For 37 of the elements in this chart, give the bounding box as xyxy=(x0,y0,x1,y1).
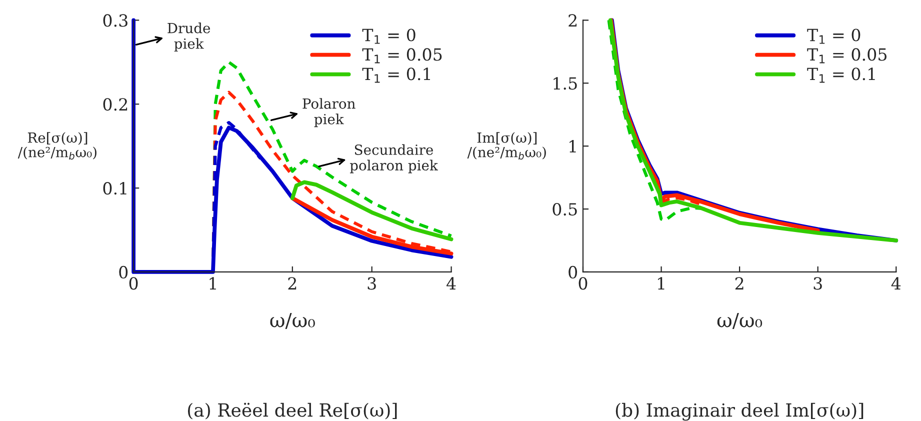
x-axis-title: ω/ω₀ xyxy=(717,313,762,329)
x-tick-label: 0 xyxy=(578,277,588,290)
annotation: Secundaire polaron piek xyxy=(350,144,438,174)
x-tick-label: 0 xyxy=(129,277,138,290)
y-tick-label: 1.5 xyxy=(554,77,577,90)
x-tick-label: 1 xyxy=(658,277,664,290)
x-tick-label: 2 xyxy=(735,277,744,290)
x-tick-label: 1 xyxy=(210,277,216,290)
legend-label: T$_{1}$ = 0.1 xyxy=(362,68,430,83)
line-series xyxy=(290,180,454,242)
annotation: Drude piek xyxy=(168,22,210,52)
legend-label: T$_{1}$ = 0.1 xyxy=(807,68,875,83)
y-axis-title: Re[σ(ω)] /(ne²/m$_{b}$ω₀) xyxy=(18,132,96,160)
x-tick-label: 4 xyxy=(891,277,901,290)
x-tick-label: 3 xyxy=(368,277,376,290)
y-tick-label: 0.1 xyxy=(103,182,126,195)
y-tick-label: 0 xyxy=(119,266,128,279)
x-axis-title: ω/ω₀ xyxy=(270,313,315,329)
x-tick-label: 2 xyxy=(288,277,296,290)
x-tick-label: 3 xyxy=(814,277,822,290)
annotation: Polaron piek xyxy=(302,98,356,128)
y-tick-label: 0.3 xyxy=(103,14,128,27)
text: (b) Imaginair deel Im[σ(ω)] xyxy=(616,402,864,421)
y-tick-label: 0.5 xyxy=(552,202,577,216)
y-axis-title: Im[σ(ω)] /(ne²/m$_{b}$ω₀) xyxy=(467,132,546,160)
text: (a) Reëel deel Re[σ(ω)] xyxy=(188,402,397,420)
line-series xyxy=(132,18,454,274)
y-tick-label: 1 xyxy=(570,140,576,152)
y-tick-label: 0 xyxy=(568,266,578,279)
x-tick-label: 4 xyxy=(446,277,456,290)
y-tick-label: 2 xyxy=(568,14,576,27)
y-tick-label: 0.2 xyxy=(103,98,128,111)
line-series xyxy=(660,196,702,206)
legend-label: T$_{1}$ = 0 xyxy=(807,28,860,44)
legend-label: T$_{1}$ = 0.05 xyxy=(362,48,442,64)
legend-label: T$_{1}$ = 0 xyxy=(362,28,416,44)
legend-label: T$_{1}$ = 0.05 xyxy=(807,48,887,64)
